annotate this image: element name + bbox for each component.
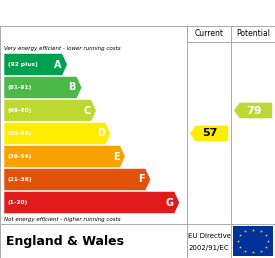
Text: 79: 79	[246, 106, 262, 116]
Text: G: G	[166, 198, 174, 207]
Text: B: B	[68, 83, 76, 93]
Text: (39-54): (39-54)	[8, 154, 32, 159]
Text: Current: Current	[194, 29, 224, 38]
Text: (81-91): (81-91)	[8, 85, 32, 90]
Polygon shape	[4, 168, 151, 190]
Text: Potential: Potential	[236, 29, 270, 38]
Text: C: C	[83, 106, 90, 116]
Text: 57: 57	[202, 128, 218, 139]
Text: Energy Efficiency Rating: Energy Efficiency Rating	[6, 6, 189, 20]
Text: E: E	[113, 151, 119, 162]
Text: Not energy efficient - higher running costs: Not energy efficient - higher running co…	[4, 216, 121, 222]
Text: EU Directive: EU Directive	[188, 233, 230, 239]
Text: England & Wales: England & Wales	[6, 235, 125, 247]
Text: (55-68): (55-68)	[8, 131, 32, 136]
Polygon shape	[234, 102, 272, 118]
Polygon shape	[4, 100, 96, 122]
Text: (69-80): (69-80)	[8, 108, 32, 113]
Polygon shape	[4, 77, 82, 99]
Text: D: D	[97, 128, 105, 139]
Polygon shape	[4, 191, 180, 214]
Polygon shape	[4, 53, 67, 76]
Polygon shape	[4, 123, 111, 144]
Text: 2002/91/EC: 2002/91/EC	[189, 245, 229, 252]
Text: (21-38): (21-38)	[8, 177, 32, 182]
Text: (92 plus): (92 plus)	[8, 62, 38, 67]
Text: A: A	[54, 60, 61, 69]
Text: Very energy efficient - lower running costs: Very energy efficient - lower running co…	[4, 46, 121, 51]
Polygon shape	[190, 125, 228, 142]
Text: (1-20): (1-20)	[8, 200, 28, 205]
Text: F: F	[138, 174, 145, 184]
Bar	[233, 226, 273, 256]
Polygon shape	[4, 146, 125, 167]
